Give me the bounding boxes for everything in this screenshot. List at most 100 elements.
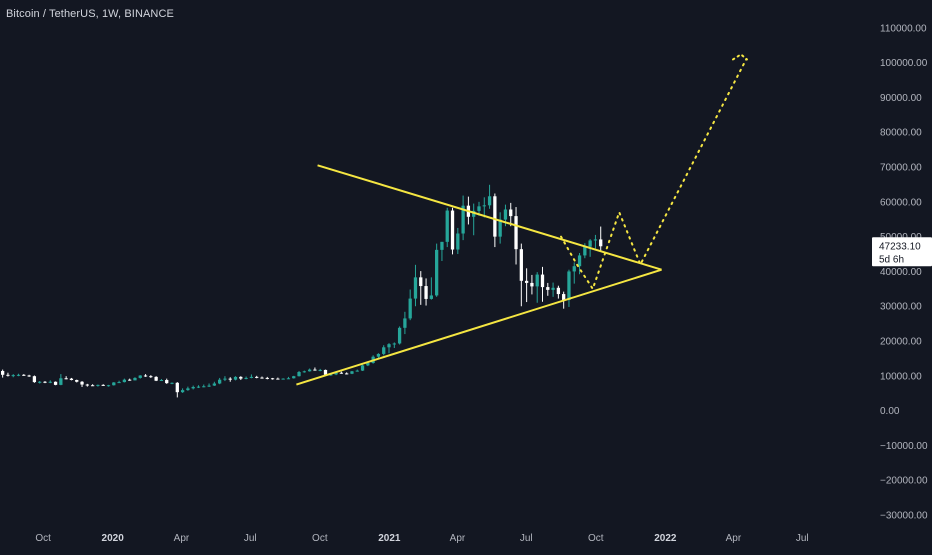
- candle-body: [313, 369, 317, 371]
- candle-body: [577, 255, 582, 267]
- candle-body: [143, 375, 148, 377]
- candle-body: [233, 376, 238, 380]
- x-tick-label: Oct: [312, 533, 328, 544]
- candle-body: [429, 295, 433, 299]
- candle-body: [461, 205, 465, 234]
- y-tick-label: 90000.00: [880, 93, 922, 104]
- candle-body: [509, 209, 513, 217]
- candle-body: [593, 239, 598, 241]
- candle-body: [530, 282, 534, 287]
- y-tick-label: 60000.00: [880, 197, 922, 208]
- candle-body: [445, 210, 449, 242]
- candle-body: [572, 266, 576, 272]
- candle-body: [567, 271, 571, 300]
- price-axis: 110000.00 100000.00 90000.00 80000.00 70000.…: [880, 23, 928, 521]
- price-tag-value: 47233.10: [879, 241, 921, 252]
- candle-body: [80, 381, 84, 385]
- candle-body: [540, 274, 545, 288]
- y-tick-label: 100000.00: [880, 58, 928, 69]
- candle-body: [472, 210, 476, 217]
- candle-body: [292, 376, 296, 379]
- x-tick-label: Jul: [520, 533, 533, 544]
- candle-body: [503, 209, 508, 220]
- candle-body: [535, 274, 539, 287]
- candle-body: [138, 375, 142, 378]
- candle-body: [170, 382, 174, 384]
- candle-body: [255, 376, 259, 378]
- candle-body: [397, 327, 402, 344]
- candle-body: [360, 365, 365, 371]
- candle-body: [424, 286, 428, 299]
- candle-body: [376, 353, 381, 357]
- candle-body: [323, 369, 328, 375]
- candle-body: [249, 376, 254, 378]
- candle-body: [85, 384, 89, 386]
- candle-body: [6, 374, 10, 376]
- projection-path: [560, 58, 748, 292]
- candle-body: [244, 377, 248, 379]
- candle-body: [286, 378, 291, 380]
- candle-body: [329, 374, 333, 376]
- candle-body: [546, 287, 550, 290]
- candle-body: [96, 384, 100, 386]
- x-tick-label: 2022: [654, 533, 677, 544]
- candle-body: [11, 375, 15, 377]
- y-tick-label: 110000.00: [880, 23, 927, 34]
- annotations-layer: [296, 53, 748, 386]
- candle-body: [239, 376, 243, 379]
- y-tick-label: 30000.00: [880, 302, 922, 313]
- candle-body: [59, 378, 63, 385]
- candle-body: [562, 294, 566, 300]
- candle-body: [106, 385, 111, 387]
- price-tag-box: [872, 237, 932, 267]
- candles-layer: [1, 184, 603, 398]
- candle-body: [53, 381, 58, 385]
- candle-body: [450, 210, 455, 250]
- symbol-title[interactable]: Bitcoin / TetherUS, 1W, BINANCE: [6, 8, 174, 20]
- y-tick-label: 20000.00: [880, 337, 922, 348]
- candle-body: [498, 219, 502, 237]
- candle-body: [207, 385, 211, 387]
- candle-body: [159, 380, 164, 382]
- candle-body: [551, 287, 555, 290]
- candle-body: [1, 370, 5, 375]
- candle-body: [413, 277, 418, 299]
- y-tick-label: −30000.00: [880, 511, 928, 522]
- x-tick-label: Jul: [244, 533, 257, 544]
- candle-body: [419, 277, 423, 287]
- candle-body: [519, 249, 523, 281]
- candle-body: [276, 378, 280, 380]
- trendline-upper: [317, 164, 662, 271]
- candle-body: [524, 280, 529, 283]
- candle-body: [487, 196, 492, 206]
- candle-body: [223, 378, 227, 380]
- candle-body: [493, 196, 497, 237]
- candle-body: [48, 381, 52, 383]
- candle-body: [27, 375, 31, 377]
- candle-body: [440, 241, 444, 250]
- trendline-lower: [296, 268, 662, 386]
- y-tick-label: 0.00: [880, 406, 900, 417]
- candle-body: [128, 379, 132, 381]
- candle-body: [43, 381, 47, 383]
- candle-body: [281, 378, 285, 380]
- candle-body: [403, 318, 407, 328]
- candle-body: [191, 386, 195, 389]
- y-tick-label: 80000.00: [880, 128, 922, 139]
- candle-body: [318, 369, 322, 371]
- candle-body: [307, 369, 312, 372]
- candle-body: [38, 381, 42, 383]
- candle-body: [22, 374, 26, 376]
- candle-body: [366, 362, 370, 366]
- candle-body: [583, 246, 587, 256]
- candle-body: [16, 374, 21, 376]
- candle-body: [69, 378, 74, 381]
- candle-body: [392, 343, 396, 345]
- candle-body: [75, 380, 79, 382]
- candle-body: [218, 379, 222, 384]
- candle-body: [32, 376, 37, 383]
- candle-body: [435, 249, 439, 296]
- candle-body: [302, 371, 306, 373]
